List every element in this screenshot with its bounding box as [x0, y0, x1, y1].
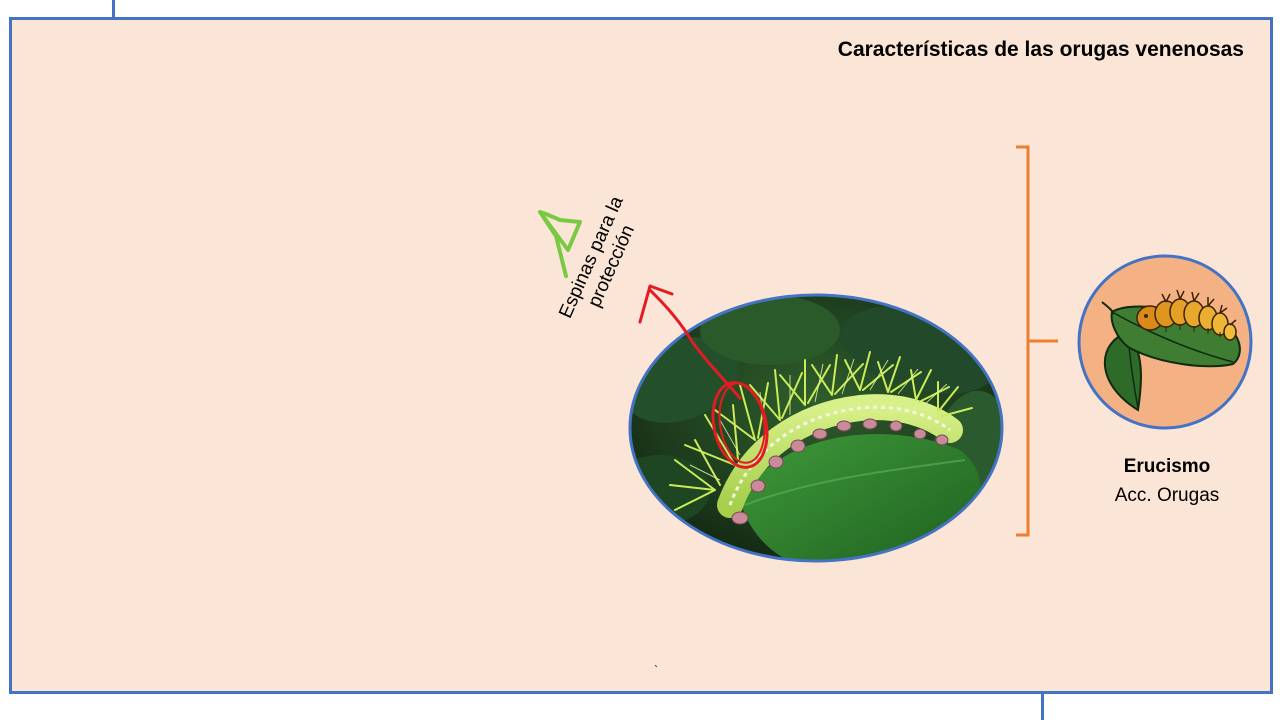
slide-frame: [9, 17, 1273, 694]
slide-title: Características de las orugas venenosas: [837, 38, 1244, 61]
icon-caption: Erucismo Acc. Orugas: [1086, 452, 1248, 510]
caption-title: Erucismo: [1123, 456, 1211, 477]
stray-tick-mark: `: [654, 663, 658, 677]
caterpillar-photo: [628, 293, 1004, 563]
caption-subtitle: Acc. Orugas: [1114, 485, 1220, 506]
caterpillar-on-leaf-icon: [1077, 254, 1253, 430]
top-accent-line: [112, 0, 115, 18]
bottom-accent-line: [1041, 688, 1044, 720]
